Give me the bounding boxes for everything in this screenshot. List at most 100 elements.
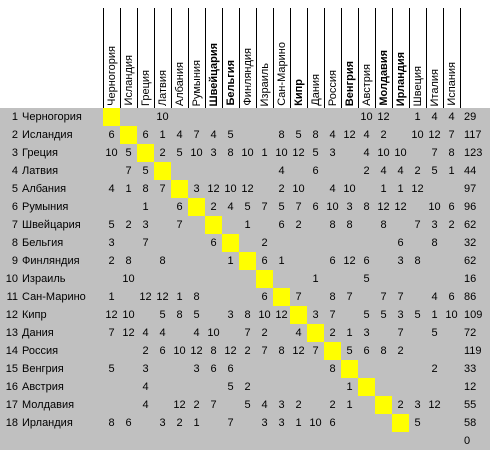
score-cell: [358, 414, 375, 432]
score-cell: 1: [431, 309, 438, 321]
score-cell: [137, 144, 154, 162]
score-cell: [307, 324, 324, 342]
score-cell: [103, 270, 120, 288]
row-name: Ирландия: [22, 417, 73, 429]
score-cell: 4: [363, 147, 370, 159]
score-cell: [341, 360, 358, 378]
column-header-text: Израиль: [259, 62, 271, 106]
score-cell: 7: [312, 345, 319, 357]
score-cell: [392, 414, 409, 432]
row-name: Россия: [22, 345, 59, 357]
row-total: 62: [464, 255, 477, 267]
row-number: 3: [11, 147, 18, 159]
score-cell: 7: [176, 219, 183, 231]
score-cell: 7: [193, 129, 200, 141]
score-cell: [188, 270, 205, 288]
row-name: Румыния: [22, 201, 69, 213]
score-cell: [120, 288, 137, 306]
row-total: 55: [464, 399, 477, 411]
score-cell: [273, 108, 290, 126]
score-cell: 12: [292, 345, 305, 357]
score-cell: [154, 216, 171, 234]
score-cell: 8: [329, 291, 336, 303]
column-header: Италия: [426, 8, 443, 108]
row-name: Исландия: [22, 129, 73, 141]
score-cell: [239, 108, 256, 126]
score-cell: 2: [244, 381, 251, 393]
score-cell: [375, 234, 392, 252]
score-cell: 12: [173, 399, 186, 411]
score-cell: [171, 252, 188, 270]
score-cell: [188, 234, 205, 252]
score-cell: 1: [159, 129, 166, 141]
score-cell: 6: [125, 417, 132, 429]
score-cell: 12: [105, 309, 118, 321]
score-cell: [273, 270, 290, 288]
row-number: 15: [5, 363, 18, 375]
score-cell: 3: [329, 147, 336, 159]
score-cell: [307, 360, 324, 378]
score-cell: 3: [414, 399, 421, 411]
score-cell: 10: [156, 111, 169, 123]
score-cell: [154, 270, 171, 288]
score-cell: [171, 108, 188, 126]
score-cell: 12: [241, 183, 254, 195]
column-header-text: Россия: [327, 69, 339, 106]
column-header: Финляндия: [239, 8, 256, 108]
row-number: 16: [5, 381, 18, 393]
score-cell: [222, 396, 239, 414]
score-cell: [307, 252, 324, 270]
score-cell: [341, 234, 358, 252]
row-number: 6: [11, 201, 18, 213]
score-cell: 2: [329, 327, 336, 339]
score-cell: [443, 324, 460, 342]
score-cell: 1: [346, 327, 353, 339]
score-cell: 4: [329, 129, 336, 141]
row-name: Швейцария: [22, 219, 81, 231]
score-cell: [120, 342, 137, 360]
score-cell: 4: [261, 399, 268, 411]
row-number: 7: [11, 219, 18, 231]
row-name: Сан-Марино: [22, 291, 86, 303]
score-cell: 7: [448, 129, 455, 141]
score-cell: 12: [411, 183, 424, 195]
score-cell: 8: [312, 129, 319, 141]
score-cell: 8: [278, 129, 285, 141]
score-cell: [222, 108, 239, 126]
score-cell: 10: [173, 345, 186, 357]
score-cell: 2: [295, 219, 302, 231]
score-cell: [103, 198, 120, 216]
score-cell: 4: [380, 165, 387, 177]
score-cell: [103, 396, 120, 414]
row-name: Финляндия: [22, 255, 80, 267]
score-cell: [426, 252, 443, 270]
row-name: Венгрия: [22, 363, 64, 375]
score-cell: 5: [159, 309, 166, 321]
row-total: 109: [464, 309, 483, 321]
score-cell: 7: [227, 417, 234, 429]
score-cell: [358, 180, 375, 198]
column-header-text: Швеция: [412, 65, 424, 106]
score-cell: [256, 216, 273, 234]
score-cell: 5: [227, 381, 234, 393]
score-cell: 4: [227, 201, 234, 213]
column-header: Россия: [324, 8, 341, 108]
row-total: 72: [464, 327, 477, 339]
score-cell: 2: [261, 237, 268, 249]
score-cell: [443, 396, 460, 414]
score-cell: [188, 252, 205, 270]
row-name: Черногория: [22, 111, 82, 123]
score-cell: 3: [397, 309, 404, 321]
score-cell: 2: [125, 219, 132, 231]
score-cell: [409, 324, 426, 342]
score-cell: [103, 108, 120, 126]
score-cell: 12: [343, 255, 356, 267]
score-cell: [103, 162, 120, 180]
score-cell: 5: [431, 165, 438, 177]
score-cell: [137, 414, 154, 432]
score-cell: [358, 234, 375, 252]
score-cell: [307, 378, 324, 396]
score-cell: [154, 396, 171, 414]
score-cell: [239, 288, 256, 306]
score-cell: 10: [207, 327, 220, 339]
